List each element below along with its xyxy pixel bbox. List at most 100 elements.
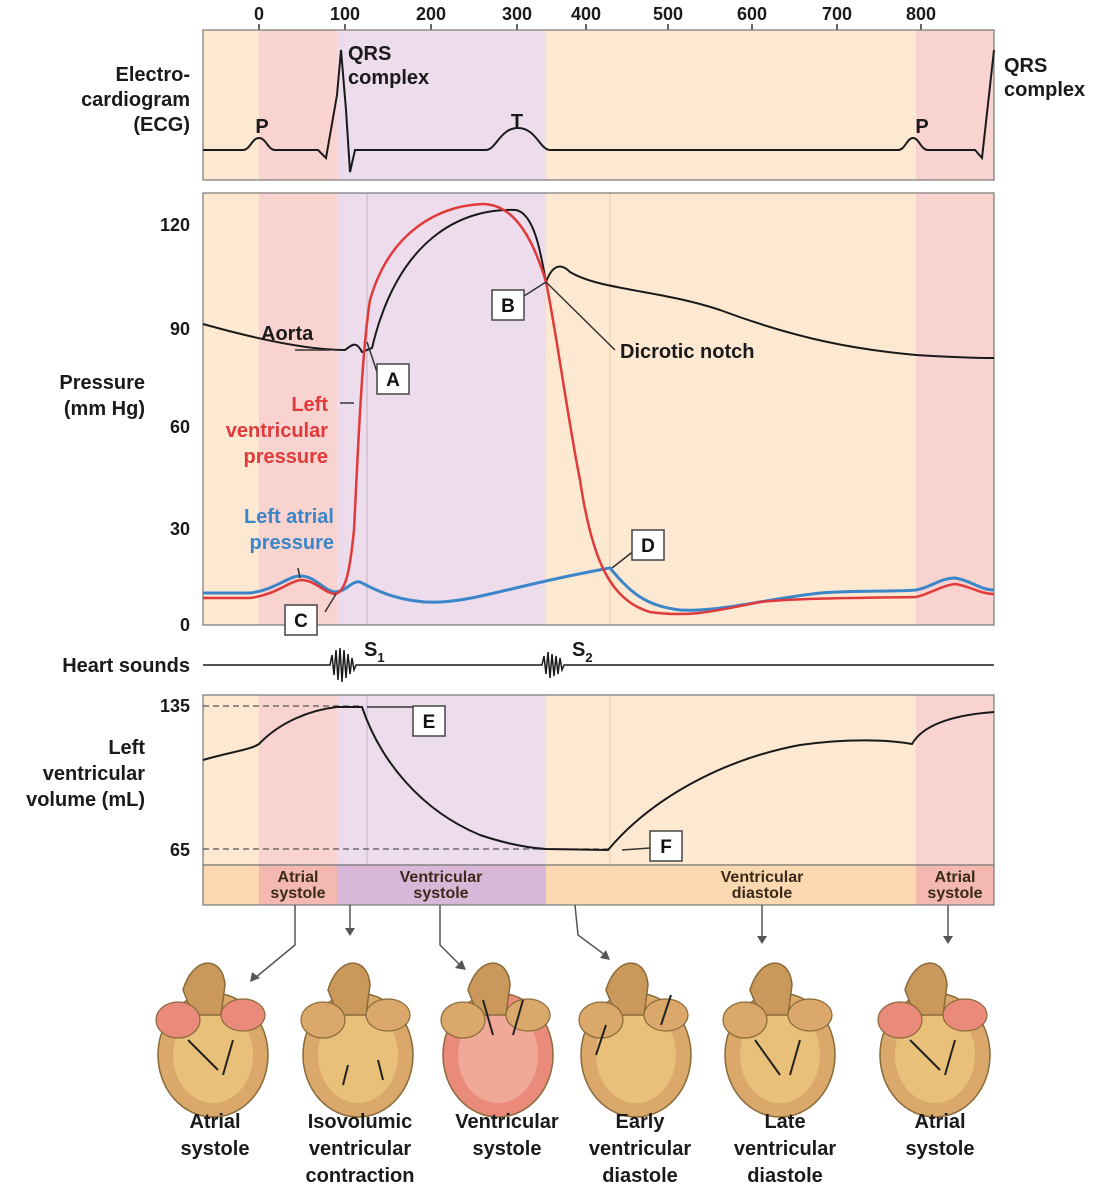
phase-label-0-line-1: Atrial	[278, 869, 319, 886]
phase-ventricular-systole	[337, 865, 546, 905]
volume-panel	[202, 694, 995, 866]
heart-illustration-ventricular-systole	[440, 962, 554, 1118]
heart-illustration-late-diastole	[722, 962, 836, 1118]
heart-sounds-label: Heart sounds	[62, 655, 190, 677]
qrs-right-line-2: complex	[1004, 79, 1085, 101]
point-a-label: A	[386, 370, 400, 391]
volume-tick-135: 135	[160, 696, 190, 716]
time-tick-0: 0	[254, 4, 264, 24]
stage-1-line-3: contraction	[306, 1165, 415, 1187]
pressure-tick-90: 90	[170, 319, 190, 339]
volume-point-e: E	[412, 705, 446, 737]
stage-5-line-2: systole	[906, 1138, 975, 1160]
qrs-right-line-1: QRS	[1004, 55, 1047, 77]
heart-sounds-trace	[203, 647, 994, 683]
stage-3-line-1: Early	[616, 1111, 666, 1133]
point-f-label: F	[660, 837, 672, 858]
s1-label: S1	[364, 639, 385, 665]
time-tick-700: 700	[822, 4, 852, 24]
stage-labels: Atrial systole Isovolumic ventricular co…	[181, 1111, 975, 1187]
stage-0-line-1: Atrial	[189, 1111, 240, 1133]
stage-2-line-2: systole	[473, 1138, 542, 1160]
ecg-axis-label: Electro- cardiogram (ECG)	[81, 64, 190, 136]
pressure-tick-30: 30	[170, 519, 190, 539]
ecg-label-line-3: (ECG)	[133, 114, 190, 136]
qrs-label: QRS complex	[348, 43, 429, 89]
time-axis: 0 100 200 300 400 500 600 700 800	[254, 4, 936, 30]
phase-label-2-line-1: Ventricular	[721, 869, 804, 886]
point-b-label: B	[501, 296, 515, 317]
stage-4-line-1: Late	[764, 1111, 805, 1133]
pressure-tick-60: 60	[170, 417, 190, 437]
stage-4-line-2: ventricular	[734, 1138, 836, 1160]
ecg-label-line-1: Electro-	[116, 64, 190, 86]
heart-illustration-isovolumic-contraction	[300, 962, 414, 1118]
pressure-point-a: A	[376, 363, 410, 395]
ecg-trace	[203, 49, 995, 173]
volume-axis-label-line-1: Left	[108, 737, 145, 759]
lv-label-line-2: ventricular	[226, 420, 328, 442]
lv-volume-curve	[202, 706, 995, 852]
heart-illustration-atrial-systole-2	[877, 962, 991, 1118]
pressure-panel: Aorta Dicrotic notch Left ventricular pr…	[202, 192, 995, 626]
qrs-label-line-1: QRS	[348, 43, 391, 65]
phase-bar: Atrial systole Ventricular systole Ventr…	[202, 864, 995, 906]
point-d-label: D	[641, 536, 655, 557]
volume-axis-label-line-3: volume (mL)	[26, 789, 145, 811]
phase-atrial-systole-2	[916, 865, 994, 905]
phase-label-2-line-2: diastole	[732, 885, 793, 902]
aorta-label: Aorta	[261, 323, 314, 345]
time-tick-400: 400	[571, 4, 601, 24]
time-tick-500: 500	[653, 4, 683, 24]
phase-ventricular-diastole	[546, 865, 916, 905]
stage-0-line-2: systole	[181, 1138, 250, 1160]
lv-label-line-1: Left	[291, 394, 328, 416]
volume-axis: 135 65 Left ventricular volume (mL)	[26, 696, 190, 860]
pressure-point-d: D	[631, 529, 665, 561]
heart-illustration-atrial-systole	[155, 962, 269, 1118]
ecg-panel: P T P	[202, 29, 995, 181]
la-label-line-2: pressure	[250, 532, 335, 554]
phase-label-1-line-1: Ventricular	[400, 869, 483, 886]
lv-label-line-3: pressure	[244, 446, 329, 468]
pressure-axis-label-line-2: (mm Hg)	[64, 398, 145, 420]
time-tick-600: 600	[737, 4, 767, 24]
dicrotic-notch-label: Dicrotic notch	[620, 341, 754, 363]
pressure-axis: 120 90 60 30 0 Pressure (mm Hg)	[59, 215, 190, 635]
s2-label: S2	[572, 639, 593, 665]
volume-tick-65: 65	[170, 840, 190, 860]
la-pressure-curve	[203, 566, 995, 612]
phase-label-3-line-2: systole	[927, 885, 982, 902]
stage-3-line-2: ventricular	[589, 1138, 691, 1160]
ecg-p-wave-label: P	[255, 116, 268, 138]
volume-axis-label-line-2: ventricular	[43, 763, 145, 785]
phase-label-0-line-2: systole	[270, 885, 325, 902]
pressure-point-b: B	[491, 289, 525, 321]
ecg-label-line-2: cardiogram	[81, 89, 190, 111]
qrs-label-right: QRS complex	[1004, 55, 1085, 101]
pressure-point-c: C	[284, 604, 318, 636]
heart-sounds-row: Heart sounds S1 S2	[62, 639, 994, 683]
stage-1-line-2: ventricular	[309, 1138, 411, 1160]
ecg-t-wave-label: T	[511, 111, 523, 133]
phase-atrial-systole	[259, 865, 337, 905]
stage-1-line-1: Isovolumic	[308, 1111, 412, 1133]
time-tick-100: 100	[330, 4, 360, 24]
pressure-tick-0: 0	[180, 615, 190, 635]
volume-point-f: F	[649, 830, 683, 862]
arrow-heads	[250, 928, 953, 982]
pressure-axis-label-line-1: Pressure	[59, 372, 145, 394]
la-label-line-1: Left atrial	[244, 506, 334, 528]
time-tick-300: 300	[502, 4, 532, 24]
stage-connectors	[254, 904, 949, 979]
heart-illustration-early-diastole	[578, 962, 692, 1118]
time-tick-800: 800	[906, 4, 936, 24]
stage-3-line-3: diastole	[602, 1165, 678, 1187]
point-c-label: C	[294, 611, 308, 632]
ecg-p-wave-label-2: P	[915, 116, 928, 138]
phase-label-3-line-1: Atrial	[935, 869, 976, 886]
pressure-tick-120: 120	[160, 215, 190, 235]
stage-5-line-1: Atrial	[914, 1111, 965, 1133]
phase-label-1-line-2: systole	[413, 885, 468, 902]
